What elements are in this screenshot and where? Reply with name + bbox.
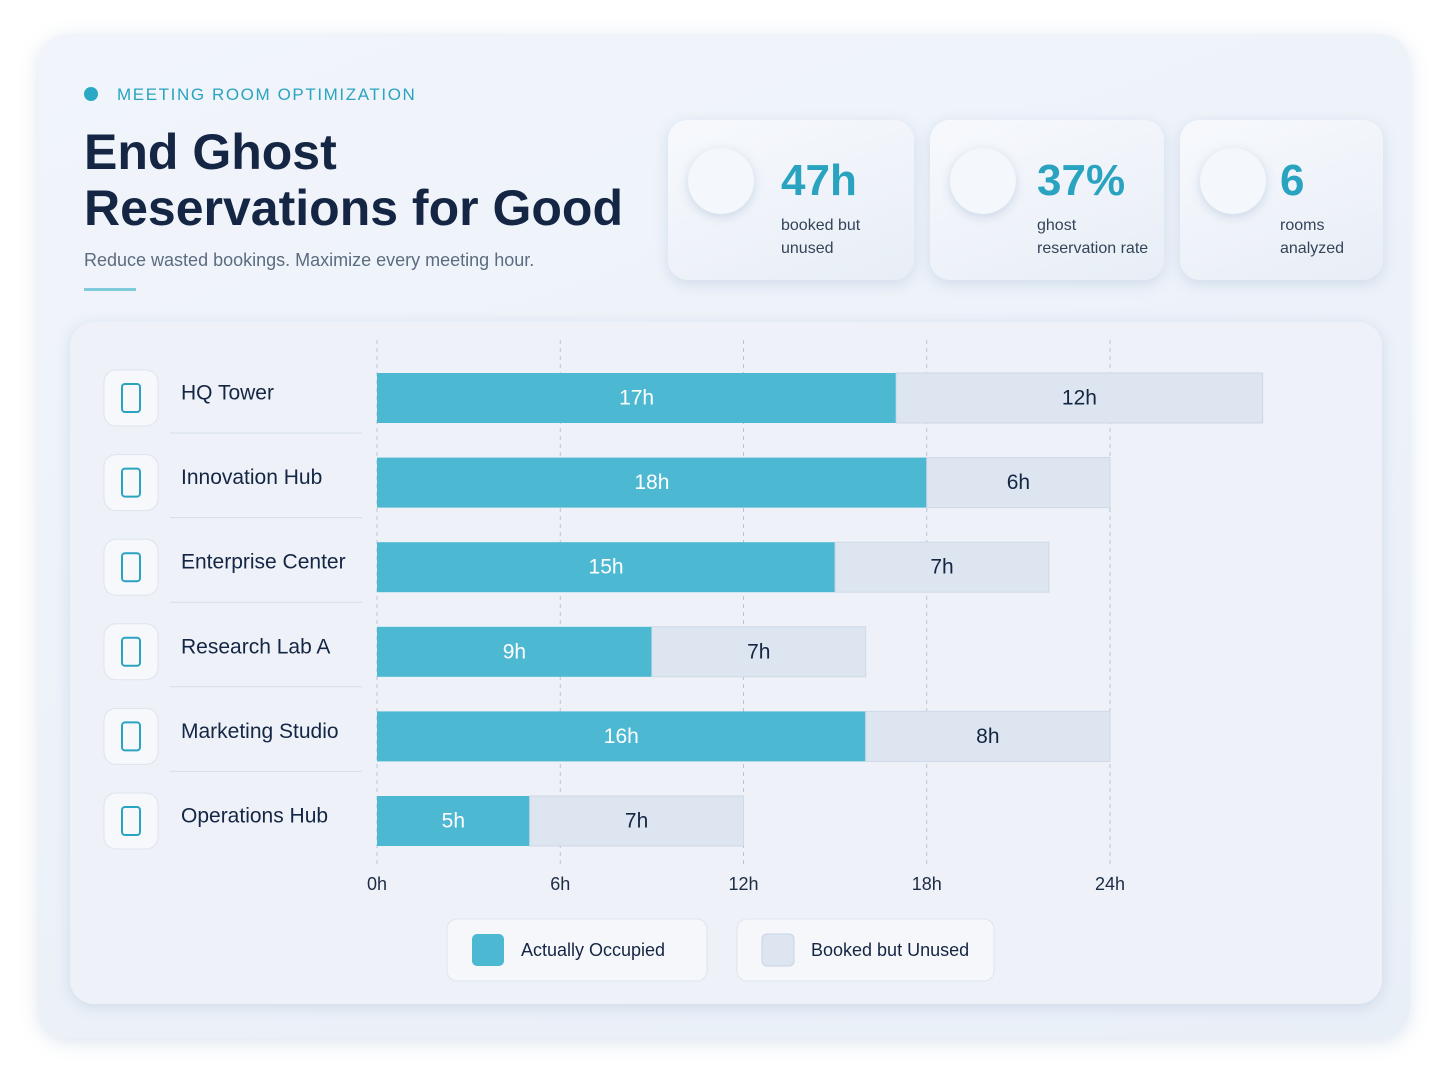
icon [121,806,141,836]
category-label: Enterprise Center [181,551,346,574]
icon-box [103,369,159,427]
icon-box [103,623,159,681]
stat-icon [1200,148,1266,214]
x-tick-label: 0h [367,874,387,894]
bar-segment [377,457,927,508]
value-label: 9h [503,640,526,663]
value-label: 8h [976,725,999,748]
icon-box [103,792,159,850]
eyebrow: MEETING ROOM OPTIMIZATION [117,85,417,104]
legend-label: Booked but Unused [811,940,969,960]
bar-segment [377,542,836,593]
stat-label: rooms analyzed [1280,217,1345,257]
value-label: 12h [1062,387,1097,410]
x-tick-label: 6h [550,874,570,894]
x-tick-label: 12h [728,874,758,894]
stat-card: 47h booked but unused [668,120,914,280]
stat-value: 37% [1037,156,1126,205]
value-label: 6h [1007,471,1030,494]
legend-swatch [472,934,504,966]
icon-box [103,454,159,512]
value-label: 7h [747,640,770,663]
legend-box [446,918,708,982]
stat-icon [688,148,754,214]
value-label: 5h [442,810,465,833]
icon-box [103,538,159,596]
legend-box [736,918,995,982]
legend-swatch [761,933,795,967]
bar-segment [895,372,1264,424]
eyebrow-dot [84,87,98,101]
category-label: Research Lab A [181,635,330,658]
bar-segment [529,795,744,847]
value-label: 16h [604,725,639,748]
bar-segment [865,710,1111,762]
value-label: 7h [930,556,953,579]
bar-segment [834,541,1050,593]
bar-segment [926,457,1111,509]
bar-segment [377,796,530,846]
value-label: 7h [625,810,648,833]
value-label: 18h [634,471,669,494]
bar-segment [377,626,652,677]
value-label: 17h [619,387,654,410]
bar-segment [377,373,897,423]
bar-segment [377,711,866,762]
page-title: End Ghost Reservations for Good [84,124,623,236]
icon [121,552,141,583]
icon [121,383,141,413]
stat-card: 6 rooms analyzed [1180,120,1383,280]
icon-box [103,707,159,765]
icon [121,721,141,752]
icon [121,636,141,667]
icon [121,467,141,498]
category-label: Innovation Hub [181,466,322,489]
divider [84,288,136,291]
stat-label: ghost reservation rate [1037,217,1149,257]
stat-icon [950,148,1016,214]
x-tick-label: 18h [912,874,942,894]
legend-label: Actually Occupied [521,940,665,960]
stat-card: 37% ghost reservation rate [930,120,1164,280]
stat-value: 47h [781,156,857,205]
subtitle: Reduce wasted bookings. Maximize every m… [84,250,535,270]
category-label: Marketing Studio [181,720,339,743]
category-label: Operations Hub [181,805,328,828]
value-label: 15h [589,556,624,579]
stat-value: 6 [1280,156,1305,205]
bar-segment [651,626,867,678]
x-tick-label: 24h [1095,874,1125,894]
category-label: HQ Tower [181,382,274,405]
stat-label: booked but unused [781,217,861,257]
